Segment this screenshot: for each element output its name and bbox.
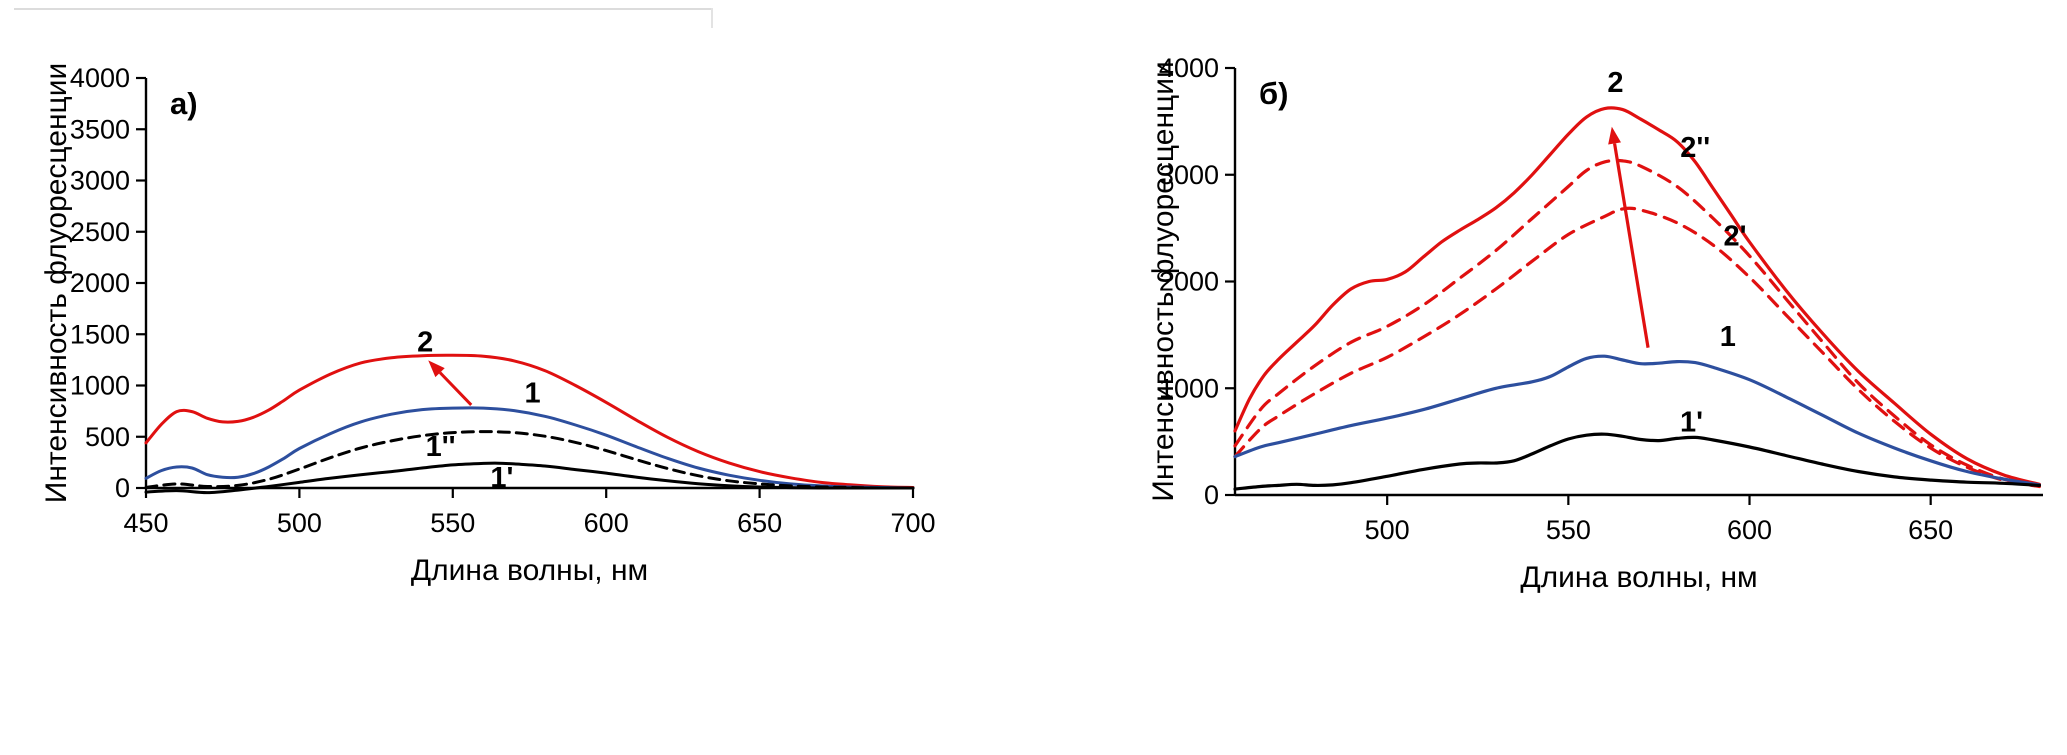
annotation-arrow-head [428,360,445,378]
series-1pp-curve [144,430,915,490]
curve-label-1: 1 [524,378,540,410]
y-axis-title: Интенсивность флуоресценции [40,63,73,503]
x-tick-label: 650 [737,508,782,538]
series-2-curve [144,353,915,489]
curve-label-1p: 1' [1680,406,1703,438]
chart-panel-b: 500 550 600 650 0 1000 2000 3000 4000 Длина волны… [1135,22,2065,612]
series-1p-curve [144,461,915,495]
y-tick-label: 1500 [70,319,130,349]
y-tick-label: 0 [1204,480,1219,510]
curve-label-2: 2 [1607,67,1623,99]
series-2-curve [1233,106,2041,486]
curve-label-2p: 2' [1724,221,1747,253]
panel-label: а) [170,86,198,121]
y-tick-label: 3500 [70,114,130,144]
curve-label-1p: 1' [490,462,513,494]
series-1p-curve [1233,432,2041,491]
y-tick-label: 3000 [1159,160,1219,190]
series-2p-curve [1233,206,2041,489]
x-axis-title: Длина волны, нм [411,554,648,587]
curve-label-2pp: 2'' [1680,132,1710,164]
y-tick-label: 1000 [1159,373,1219,403]
curve-label-2: 2 [417,326,433,358]
y-tick-label: 3000 [70,166,130,196]
x-tick-label: 550 [1546,515,1591,545]
x-tick-label: 500 [1365,515,1410,545]
series-2pp-curve [1233,158,2041,489]
y-axis-title: Интенсивность флуоресценции [1147,61,1180,501]
x-tick-label: 550 [430,508,475,538]
top-border-artifact [14,8,712,10]
x-tick-label: 700 [890,508,935,538]
chart-b-canvas: 500 550 600 650 0 1000 2000 3000 4000 Длина волны… [1147,53,2043,594]
y-tick-label: 2000 [1159,267,1219,297]
x-tick-label: 650 [1908,515,1953,545]
x-tick-label: 450 [123,508,168,538]
series-1-curve [144,406,915,490]
y-tick-label: 1000 [70,371,130,401]
y-tick-label: 2000 [70,268,130,298]
x-tick-label: 600 [584,508,629,538]
annotation-arrow-head [1608,126,1621,145]
chart-panel-a: 450 500 550 600 650 700 0 500 1000 1500 2000 2500 30… [28,30,958,605]
series-1-curve [1233,354,2041,487]
panel-label: б) [1259,76,1288,111]
top-border-corner-artifact [711,8,713,28]
y-tick-label: 4000 [70,63,130,93]
chart-a-canvas: 450 500 550 600 650 700 0 500 1000 1500 2000 2500 30… [40,63,936,587]
annotation-arrow-line [1612,143,1650,348]
curve-label-1: 1 [1720,321,1736,353]
curve-label-1pp: 1'' [426,431,456,463]
y-tick-label: 500 [85,422,130,452]
y-tick-label: 2500 [70,217,130,247]
x-tick-label: 500 [277,508,322,538]
y-tick-label: 4000 [1159,53,1219,83]
y-tick-label: 0 [115,473,130,503]
x-tick-label: 600 [1727,515,1772,545]
annotation-arrow-line [438,371,473,407]
x-axis-title: Длина волны, нм [1520,561,1757,594]
